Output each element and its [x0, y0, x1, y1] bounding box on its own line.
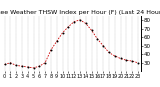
Point	[44, 62, 46, 64]
Point	[50, 49, 52, 51]
Point	[15, 65, 17, 66]
Point	[125, 60, 128, 61]
Point	[102, 45, 104, 46]
Point	[108, 52, 110, 53]
Point	[55, 41, 58, 42]
Point	[67, 26, 70, 27]
Point	[73, 21, 75, 22]
Point	[90, 29, 93, 31]
Point	[26, 66, 29, 68]
Point	[21, 66, 23, 67]
Point	[137, 62, 139, 64]
Point	[84, 23, 87, 24]
Point	[119, 58, 122, 59]
Point	[3, 64, 6, 65]
Point	[9, 62, 12, 64]
Point	[113, 55, 116, 57]
Point	[79, 19, 81, 21]
Title: Milwaukee Weather THSW Index per Hour (F) (Last 24 Hours): Milwaukee Weather THSW Index per Hour (F…	[0, 10, 160, 15]
Point	[131, 60, 133, 62]
Point	[61, 32, 64, 33]
Point	[38, 66, 41, 67]
Point	[96, 38, 99, 39]
Point	[32, 67, 35, 69]
